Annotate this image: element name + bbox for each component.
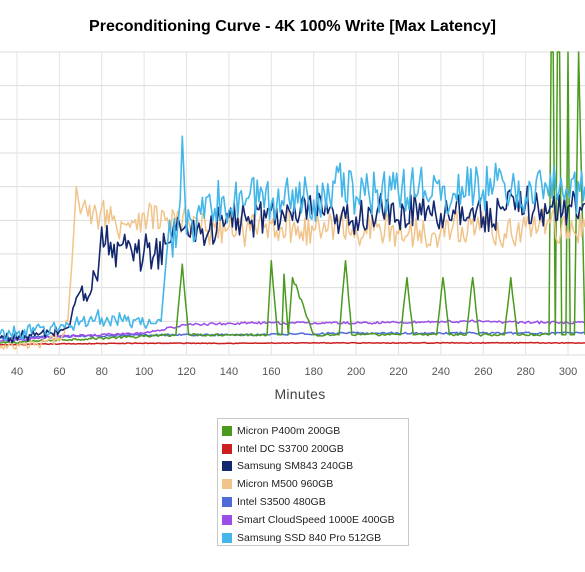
legend-label: Micron M500 960GB [237,478,334,491]
x-tick-label: 200 [347,366,365,378]
chart-title: Preconditioning Curve - 4K 100% Write [M… [89,18,496,35]
legend-label: Smart CloudSpeed 1000E 400GB [237,513,395,526]
legend-item[interactable]: Micron P400m 200GB [222,422,408,440]
legend-swatch [222,514,232,525]
legend-swatch [222,461,232,472]
x-tick-label: 280 [516,366,534,378]
legend-swatch [222,425,232,436]
x-tick-label: 100 [135,366,153,378]
legend-item[interactable]: Intel S3500 480GB [222,493,408,511]
x-tick-label: 120 [177,366,195,378]
x-axis-label: Minutes [274,386,326,402]
x-tick-label: 60 [53,366,65,378]
x-tick-label: 300 [559,366,577,378]
series-line-intel-dc-s3700-200gb [0,341,585,346]
x-tick-label: 220 [389,366,407,378]
series-line-smart-cloudspeed-1000e-400gb [0,319,585,343]
x-tick-label: 80 [96,366,108,378]
x-tick-label: 40 [11,366,23,378]
x-tick-label: 180 [305,366,323,378]
legend-label: Samsung SSD 840 Pro 512GB [237,531,382,544]
series-line-micron-p400m-200gb [0,51,585,345]
x-tick-label: 160 [262,366,280,378]
legend: Micron P400m 200GB Intel DC S3700 200GB Sa… [217,418,409,546]
legend-label: Micron P400m 200GB [237,424,341,437]
x-tick-label: 240 [432,366,450,378]
legend-item[interactable]: Intel DC S3700 200GB [222,440,408,458]
legend-label: Intel S3500 480GB [237,496,326,509]
series-line-samsung-ssd-840-pro-512gb [0,135,585,342]
x-tick-label: 260 [474,366,492,378]
legend-item[interactable]: Samsung SSD 840 Pro 512GB [222,529,408,547]
x-tick-label: 140 [220,366,238,378]
legend-swatch [222,479,232,490]
legend-swatch [222,532,232,543]
legend-swatch [222,443,232,454]
legend-item[interactable]: Samsung SM843 240GB [222,458,408,476]
legend-item[interactable]: Micron M500 960GB [222,475,408,493]
series-line-samsung-sm843-240gb [0,185,585,344]
legend-item[interactable]: Smart CloudSpeed 1000E 400GB [222,511,408,529]
legend-label: Samsung SM843 240GB [237,460,354,473]
legend-swatch [222,497,232,508]
legend-label: Intel DC S3700 200GB [237,442,344,455]
